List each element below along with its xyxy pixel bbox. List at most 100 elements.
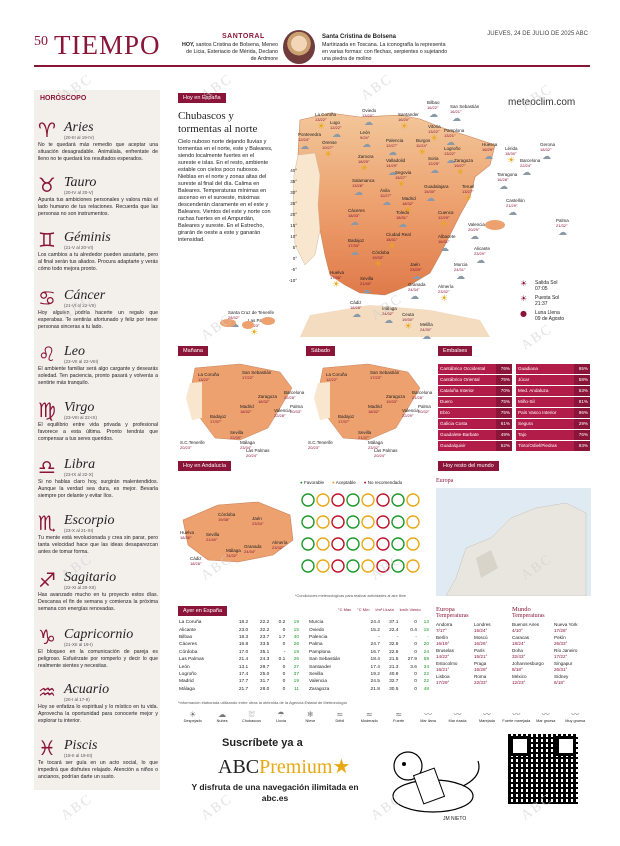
activity-icon xyxy=(331,559,345,573)
activity-icon xyxy=(376,559,390,573)
zodiac-cáncer-icon: ♋ xyxy=(38,286,56,310)
city-forecast: Valladolid 14/29° xyxy=(386,158,406,168)
city-forecast: Toledo 18/31° xyxy=(396,210,410,220)
table-row: Sevilla 19.2 40.8 0 22 xyxy=(309,671,429,677)
sign-text: Los cambios a tu alrededor pueden asusta… xyxy=(38,252,158,272)
cloud-icon: ☁ xyxy=(384,316,393,326)
ad-tagline: Y disfruta de una navegación ilimitada e… xyxy=(191,782,359,803)
reservoir-row: Miño-Sil 81% xyxy=(516,397,590,407)
andalucia-city: Córdoba 19/38° xyxy=(218,512,236,522)
sun-icon: ☀ xyxy=(400,122,409,132)
scale-tick: 0° xyxy=(292,256,297,261)
city-forecast: Huelva 17/36° xyxy=(330,270,345,280)
city-forecast: Teruel 13/27° xyxy=(462,184,475,194)
city-forecast: Ávila 11/27° xyxy=(380,188,392,198)
symbol-legend-item: 〰 Mar rizada xyxy=(443,710,472,728)
santoral-label: SANTORAL xyxy=(222,33,265,40)
mini-city-forecast: La Coruña 13/22° xyxy=(198,372,220,382)
cloud-icon: ☁ xyxy=(410,292,419,302)
mini-city-forecast: Zaragoza 19/33° xyxy=(386,394,406,404)
cloud-icon: ☁ xyxy=(388,148,397,158)
sign-dates: (21-VI al 22-VII) xyxy=(64,303,96,308)
zodiac-libra-icon: ♎ xyxy=(38,455,56,479)
city-forecast: Jaén 23/29° xyxy=(410,262,422,272)
page-number: 50 xyxy=(34,34,48,49)
cloud-icon: ☁ xyxy=(452,114,461,124)
tag-ayer-espana: Ayer en España xyxy=(178,606,228,616)
tag-andalucia: Hoy en Andalucía xyxy=(178,461,232,471)
city-temperature: Praga 16/28° xyxy=(474,661,488,672)
legend-symbol-icon: 〰 xyxy=(512,710,521,719)
ad-subscribe-text: Suscríbete ya a xyxy=(222,737,303,749)
reservoir-row: Ebro 75% xyxy=(438,408,512,418)
reservoirs-table: Cantábrico Occidental 76% Cantábrico Orien… xyxy=(438,364,590,452)
yesterday-headers: °C Máx °C Mín l/m² Lluvia km/h Viento xyxy=(338,607,421,612)
mini-city-forecast: Zaragoza 18/32° xyxy=(258,394,278,404)
table-row: Málaga 21.7 28.0 0 11 xyxy=(179,686,299,692)
city-temperature: Singapur 26/31° xyxy=(554,661,573,672)
sun-icon: ☀ xyxy=(332,280,341,290)
city-forecast: Barcelona 22/24° xyxy=(520,158,541,168)
city-forecast: Badajoz 17/33° xyxy=(348,238,365,248)
city-forecast: Castellón 21/29° xyxy=(506,198,525,208)
mini-city-forecast: Palma 20/32° xyxy=(418,404,431,414)
cloud-icon: ☁ xyxy=(398,220,407,230)
symbol-legend-item: 〰 Fuerte marejada xyxy=(502,710,531,723)
city-forecast: Alicante 23/29° xyxy=(474,246,491,256)
table-row: Santander 17.4 21.3 3.6 34 xyxy=(309,664,429,670)
city-forecast: Logroño 13/22° xyxy=(444,146,461,156)
mini-city-forecast: Málaga 23/34° xyxy=(240,440,255,450)
zodiac-piscis-icon: ♓ xyxy=(38,736,56,760)
sun-icon: ☀ xyxy=(360,164,369,174)
city-forecast: Valencia 20/29° xyxy=(468,222,485,232)
sign-text: El bloqueo en la comunicación de pareja … xyxy=(38,649,158,669)
table-row: Palencia - - - - xyxy=(309,634,429,640)
horoscope-title: HORÓSCOPO xyxy=(40,95,87,102)
activity-icon xyxy=(391,515,405,529)
qr-code[interactable] xyxy=(508,734,578,804)
sign-dates: (23-X al 21-XI) xyxy=(64,528,94,533)
table-row: Alicante 23.0 32.2 0 15 xyxy=(179,627,299,633)
activity-icon xyxy=(316,537,330,551)
city-forecast: Ciudad Real 18/31° xyxy=(386,232,411,242)
cloud-icon: ☁ xyxy=(362,140,371,150)
city-temperature: Nueva York 17/28° xyxy=(554,622,578,633)
sun-icon: ☀ xyxy=(324,150,333,160)
forecast-headline: Chubascos y tormentas al norte xyxy=(178,110,258,135)
premium-ad[interactable]: Suscríbete ya a ABCPremium★ Y disfruta d… xyxy=(178,734,590,834)
city-forecast: Cuenca 12/29° xyxy=(438,210,454,220)
city-forecast: San Sebastián 16/21° xyxy=(450,104,480,114)
city-temperature: Doha 32/43° xyxy=(512,648,526,659)
manana-map xyxy=(186,363,293,441)
activity-icon xyxy=(406,537,420,551)
saint-name: Santa Cristina de Bolsena xyxy=(322,34,397,40)
activity-icon xyxy=(316,493,330,507)
sign-name: Cáncer xyxy=(64,288,106,303)
city-forecast: Salamanca 13/28° xyxy=(352,178,375,188)
mini-city-forecast: Las Palmas 20/24° xyxy=(246,448,270,458)
table-row: Córdoba 17.0 35.1-19 xyxy=(179,649,299,655)
africa-shape xyxy=(300,305,490,337)
city-temperature: Pekín 26/33° xyxy=(554,635,568,646)
cloud-icon: ☁ xyxy=(429,110,438,120)
city-temperature: París 15/21° xyxy=(474,648,488,659)
andalucia-city: Sevilla 21/40° xyxy=(206,532,220,542)
table-row: Las Palmas 21.4 24.3 0.1 26 xyxy=(179,657,299,663)
city-temperature: Roma 22/33° xyxy=(474,674,488,685)
city-forecast: Bilbao 16/22° xyxy=(427,100,440,110)
cloud-icon: ☁ xyxy=(470,232,479,242)
sign-dates: (22-XI al 20-XII) xyxy=(64,585,96,590)
activity-icon xyxy=(331,515,345,529)
activity-icon xyxy=(346,515,360,529)
saint-description: Martirizada en Toscana. La iconografía l… xyxy=(322,42,448,62)
city-forecast: Palma 21/32° xyxy=(556,218,569,228)
table-row: Cáceres 16.8 33.5 0 26 xyxy=(179,642,299,648)
symbol-legend-item: ≈ Débil xyxy=(325,710,354,728)
sun-icon: ☀ xyxy=(440,220,449,230)
city-temperature: Sídney 6/18° xyxy=(554,674,569,685)
sign-text: Has avanzado mucho en tu proyecto estos … xyxy=(38,592,158,612)
watermark: ABC xyxy=(58,791,96,824)
cloud-icon: ☁ xyxy=(508,208,517,218)
reservoir-row: Guadiana 65% xyxy=(516,364,590,374)
sign-dates: (18-II al 19-III) xyxy=(64,753,93,758)
